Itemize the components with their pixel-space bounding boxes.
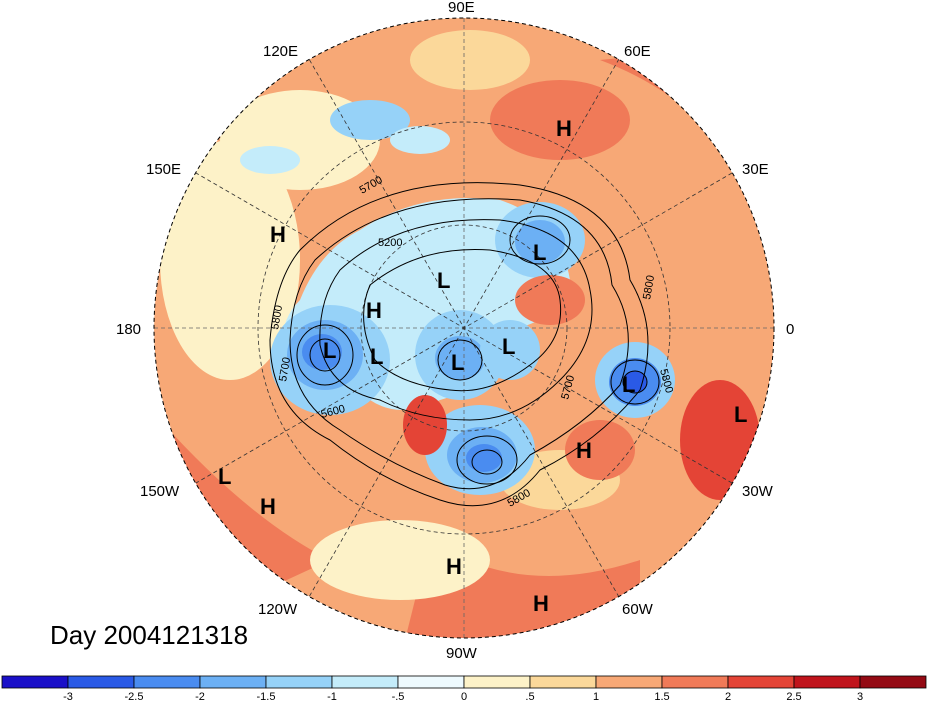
colorbar-tick-label: -2.5 (125, 691, 144, 702)
colorbar-tick-label: -1 (327, 691, 337, 702)
colorbar (1, 675, 927, 689)
colorbar-tick-label: 1.5 (654, 691, 669, 702)
low-center: L (323, 338, 336, 363)
colorbar-swatch (265, 675, 333, 689)
lon-label-60e: 60E (624, 43, 651, 60)
colorbar-swatch (661, 675, 729, 689)
colorbar-swatch (793, 675, 861, 689)
lon-label-150e: 150E (146, 161, 181, 178)
height-contours (269, 182, 660, 507)
high-center: H (556, 116, 572, 141)
high-center: H (533, 591, 549, 616)
low-center: L (218, 464, 231, 489)
lon-label-120e: 120E (263, 43, 298, 60)
lon-label-120w: 120W (258, 601, 298, 618)
low-center: L (622, 372, 635, 397)
colorbar-tick-label: -.5 (392, 691, 405, 702)
low-center: L (502, 334, 515, 359)
colorbar-swatch (595, 675, 663, 689)
high-center: H (576, 438, 592, 463)
colorbar-swatch (199, 675, 267, 689)
colorbar-tick-label: 1 (593, 691, 599, 702)
contour-label: 5800 (641, 274, 657, 300)
pressure-centers: H H H H H H H L L L L L L L L L (218, 116, 747, 616)
colorbar-swatch (529, 675, 597, 689)
low-center: L (370, 344, 383, 369)
low-center: L (734, 402, 747, 427)
longitude-labels: 90E 60E 30E 0 30W 60W 90W 120W 150W 180 … (116, 0, 794, 662)
colorbar-tick-label: 0 (461, 691, 467, 702)
contour-label: 5800 (269, 304, 285, 330)
colorbar-tick-labels: -3 -2.5 -2 -1.5 -1 -.5 0 .5 1 1.5 2 2.5 3 (63, 691, 863, 702)
anomaly-field (154, 18, 774, 638)
day-label: Day 2004121318 (50, 620, 249, 650)
lon-label-60w: 60W (622, 601, 654, 618)
lon-label-150w: 150W (140, 483, 180, 500)
high-center: H (446, 554, 462, 579)
high-center: H (260, 494, 276, 519)
colorbar-tick-label: 2 (725, 691, 731, 702)
colorbar-tick-label: -2 (195, 691, 205, 702)
colorbar-swatch (463, 675, 531, 689)
colorbar-swatch (133, 675, 201, 689)
contour-label: 5700 (277, 356, 293, 382)
low-center: L (437, 268, 450, 293)
low-center: L (451, 350, 464, 375)
colorbar-tick-label: -1.5 (257, 691, 276, 702)
high-center: H (270, 222, 286, 247)
colorbar-swatch (331, 675, 399, 689)
lon-label-180: 180 (116, 321, 141, 338)
colorbar-swatch (859, 675, 927, 689)
lon-label-90e: 90E (448, 0, 475, 16)
contour-label: 5200 (378, 237, 402, 249)
lon-label-30w: 30W (742, 483, 774, 500)
graticule (154, 18, 774, 638)
low-center: L (533, 240, 546, 265)
map-boundary (153, 17, 775, 639)
high-center: H (366, 298, 382, 323)
colorbar-tick-label: .5 (525, 691, 534, 702)
lon-label-90w: 90W (446, 645, 478, 662)
lon-label-0: 0 (786, 321, 794, 338)
colorbar-swatch (397, 675, 465, 689)
colorbar-tick-label: -3 (63, 691, 73, 702)
colorbar-swatch (67, 675, 135, 689)
colorbar-swatch (727, 675, 795, 689)
colorbar-swatch (1, 675, 69, 689)
lon-label-30e: 30E (742, 161, 769, 178)
colorbar-tick-label: 2.5 (786, 691, 801, 702)
colorbar-tick-label: 3 (857, 691, 863, 702)
